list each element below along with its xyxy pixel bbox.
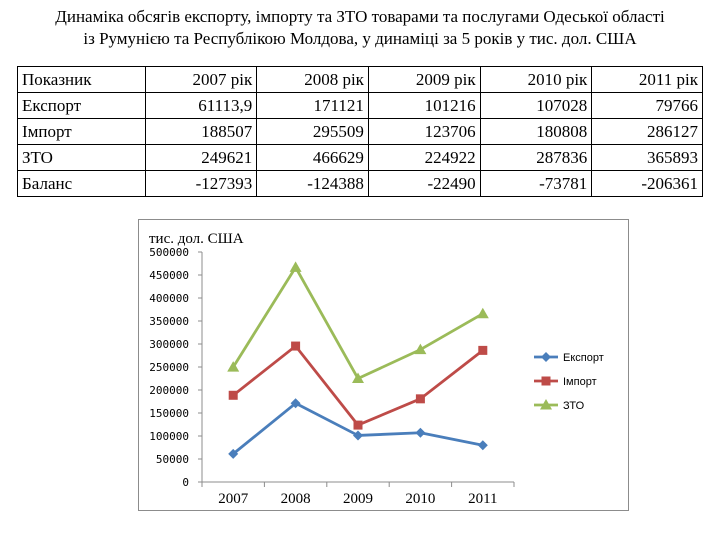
data-point bbox=[290, 398, 301, 409]
legend-marker bbox=[541, 352, 551, 362]
legend-label: Експорт bbox=[563, 352, 604, 364]
legend-marker bbox=[540, 399, 552, 410]
x-tick-label: 2011 bbox=[468, 491, 497, 507]
data-point bbox=[353, 430, 363, 441]
y-tick-label: 450000 bbox=[149, 269, 189, 282]
y-tick-label: 350000 bbox=[149, 315, 189, 328]
y-tick-label: 100000 bbox=[149, 430, 189, 443]
series-line-2 bbox=[232, 265, 484, 380]
table-cell: 466629 bbox=[256, 144, 369, 171]
table-row-import: Імпорт 188507 295509 123706 180808 28612… bbox=[17, 118, 703, 145]
table-cell: -73781 bbox=[479, 170, 593, 197]
y-tick-label: 50000 bbox=[156, 453, 189, 466]
table-cell: 180808 bbox=[479, 118, 593, 145]
table-row-export: Експорт 61113,9 171121 101216 107028 797… bbox=[17, 92, 703, 119]
data-table: Показник 2007 рік 2008 рік 2009 рік 2010… bbox=[17, 66, 703, 197]
header-2008: 2008 рік bbox=[256, 66, 369, 93]
row-label: Експорт bbox=[17, 92, 146, 119]
data-point bbox=[228, 390, 238, 400]
row-label: Баланс bbox=[17, 170, 146, 197]
table-cell: 101216 bbox=[367, 92, 481, 119]
header-indicator: Показник bbox=[17, 66, 146, 93]
data-point bbox=[289, 261, 302, 272]
title-line-2: із Румунією та Республікою Молдова, у ди… bbox=[83, 29, 637, 48]
series-line-1 bbox=[232, 344, 484, 427]
y-tick-label: 200000 bbox=[149, 384, 189, 397]
header-2011: 2011 рік bbox=[591, 66, 703, 93]
data-point bbox=[352, 372, 364, 384]
table-cell: -206361 bbox=[591, 170, 703, 197]
data-point bbox=[291, 341, 301, 351]
table-row-zto: ЗТО 249621 466629 224922 287836 365893 bbox=[17, 144, 703, 171]
y-tick-label: 500000 bbox=[149, 246, 189, 259]
data-point bbox=[415, 427, 426, 438]
y-tick-label: 300000 bbox=[149, 338, 189, 351]
table-cell: 123706 bbox=[367, 118, 481, 145]
header-2009: 2009 рік bbox=[367, 66, 481, 93]
y-tick-label: 150000 bbox=[149, 407, 189, 420]
header-2007: 2007 рік bbox=[144, 66, 258, 93]
data-point bbox=[477, 440, 488, 451]
title-line-1: Динаміка обсягів експорту, імпорту та ЗТ… bbox=[55, 7, 665, 26]
line-chart: тис. дол. США 0 50000 100000 150000 200000 250… bbox=[138, 219, 629, 511]
table-cell: 61113,9 bbox=[144, 92, 258, 119]
table-cell: 295509 bbox=[256, 118, 369, 145]
data-point bbox=[478, 345, 488, 355]
x-tick-label: 2008 bbox=[281, 491, 311, 507]
table-cell: 188507 bbox=[144, 118, 258, 145]
row-label: ЗТО bbox=[17, 144, 146, 171]
x-tick-label: 2007 bbox=[218, 491, 249, 507]
table-cell: 365893 bbox=[591, 144, 703, 171]
table-cell: -22490 bbox=[367, 170, 481, 197]
table-header-row: Показник 2007 рік 2008 рік 2009 рік 2010… bbox=[17, 66, 703, 93]
y-tick-label: 0 bbox=[182, 476, 189, 489]
data-point bbox=[353, 420, 363, 430]
table-cell: 249621 bbox=[144, 144, 258, 171]
legend-label: ЗТО bbox=[563, 400, 585, 412]
data-point bbox=[415, 394, 425, 404]
chart-canvas: тис. дол. США 0 50000 100000 150000 200000 250… bbox=[149, 231, 604, 507]
table-cell: -124388 bbox=[256, 170, 369, 197]
data-point bbox=[228, 448, 239, 459]
header-2010: 2010 рік bbox=[479, 66, 593, 93]
table-cell: 224922 bbox=[367, 144, 481, 171]
page-title: Динаміка обсягів експорту, імпорту та ЗТ… bbox=[0, 6, 720, 50]
table-cell: 79766 bbox=[591, 92, 703, 119]
table-cell: 171121 bbox=[256, 92, 369, 119]
table-cell: -127393 bbox=[144, 170, 258, 197]
data-point bbox=[227, 361, 240, 372]
x-tick-label: 2009 bbox=[343, 491, 373, 507]
data-point bbox=[414, 343, 427, 355]
row-label: Імпорт bbox=[17, 118, 146, 145]
legend-marker bbox=[541, 376, 551, 386]
x-tick-label: 2010 bbox=[405, 491, 435, 507]
table-cell: 286127 bbox=[591, 118, 703, 145]
data-point bbox=[476, 307, 489, 319]
table-cell: 287836 bbox=[479, 144, 593, 171]
chart-title: тис. дол. США bbox=[149, 231, 244, 247]
table-row-balance: Баланс -127393 -124388 -22490 -73781 -20… bbox=[17, 170, 703, 197]
legend-label: Імпорт bbox=[563, 376, 597, 388]
y-tick-label: 250000 bbox=[149, 361, 189, 374]
table-cell: 107028 bbox=[479, 92, 593, 119]
y-tick-label: 400000 bbox=[149, 292, 189, 305]
